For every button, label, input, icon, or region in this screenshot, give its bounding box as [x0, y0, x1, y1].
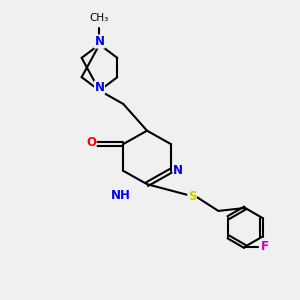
Text: N: N [94, 81, 104, 94]
Text: N: N [173, 164, 183, 177]
Text: F: F [261, 240, 269, 253]
Text: S: S [188, 190, 196, 202]
Text: N: N [94, 35, 104, 48]
Text: NH: NH [111, 189, 131, 202]
Text: CH₃: CH₃ [90, 13, 109, 23]
Text: O: O [86, 136, 96, 149]
